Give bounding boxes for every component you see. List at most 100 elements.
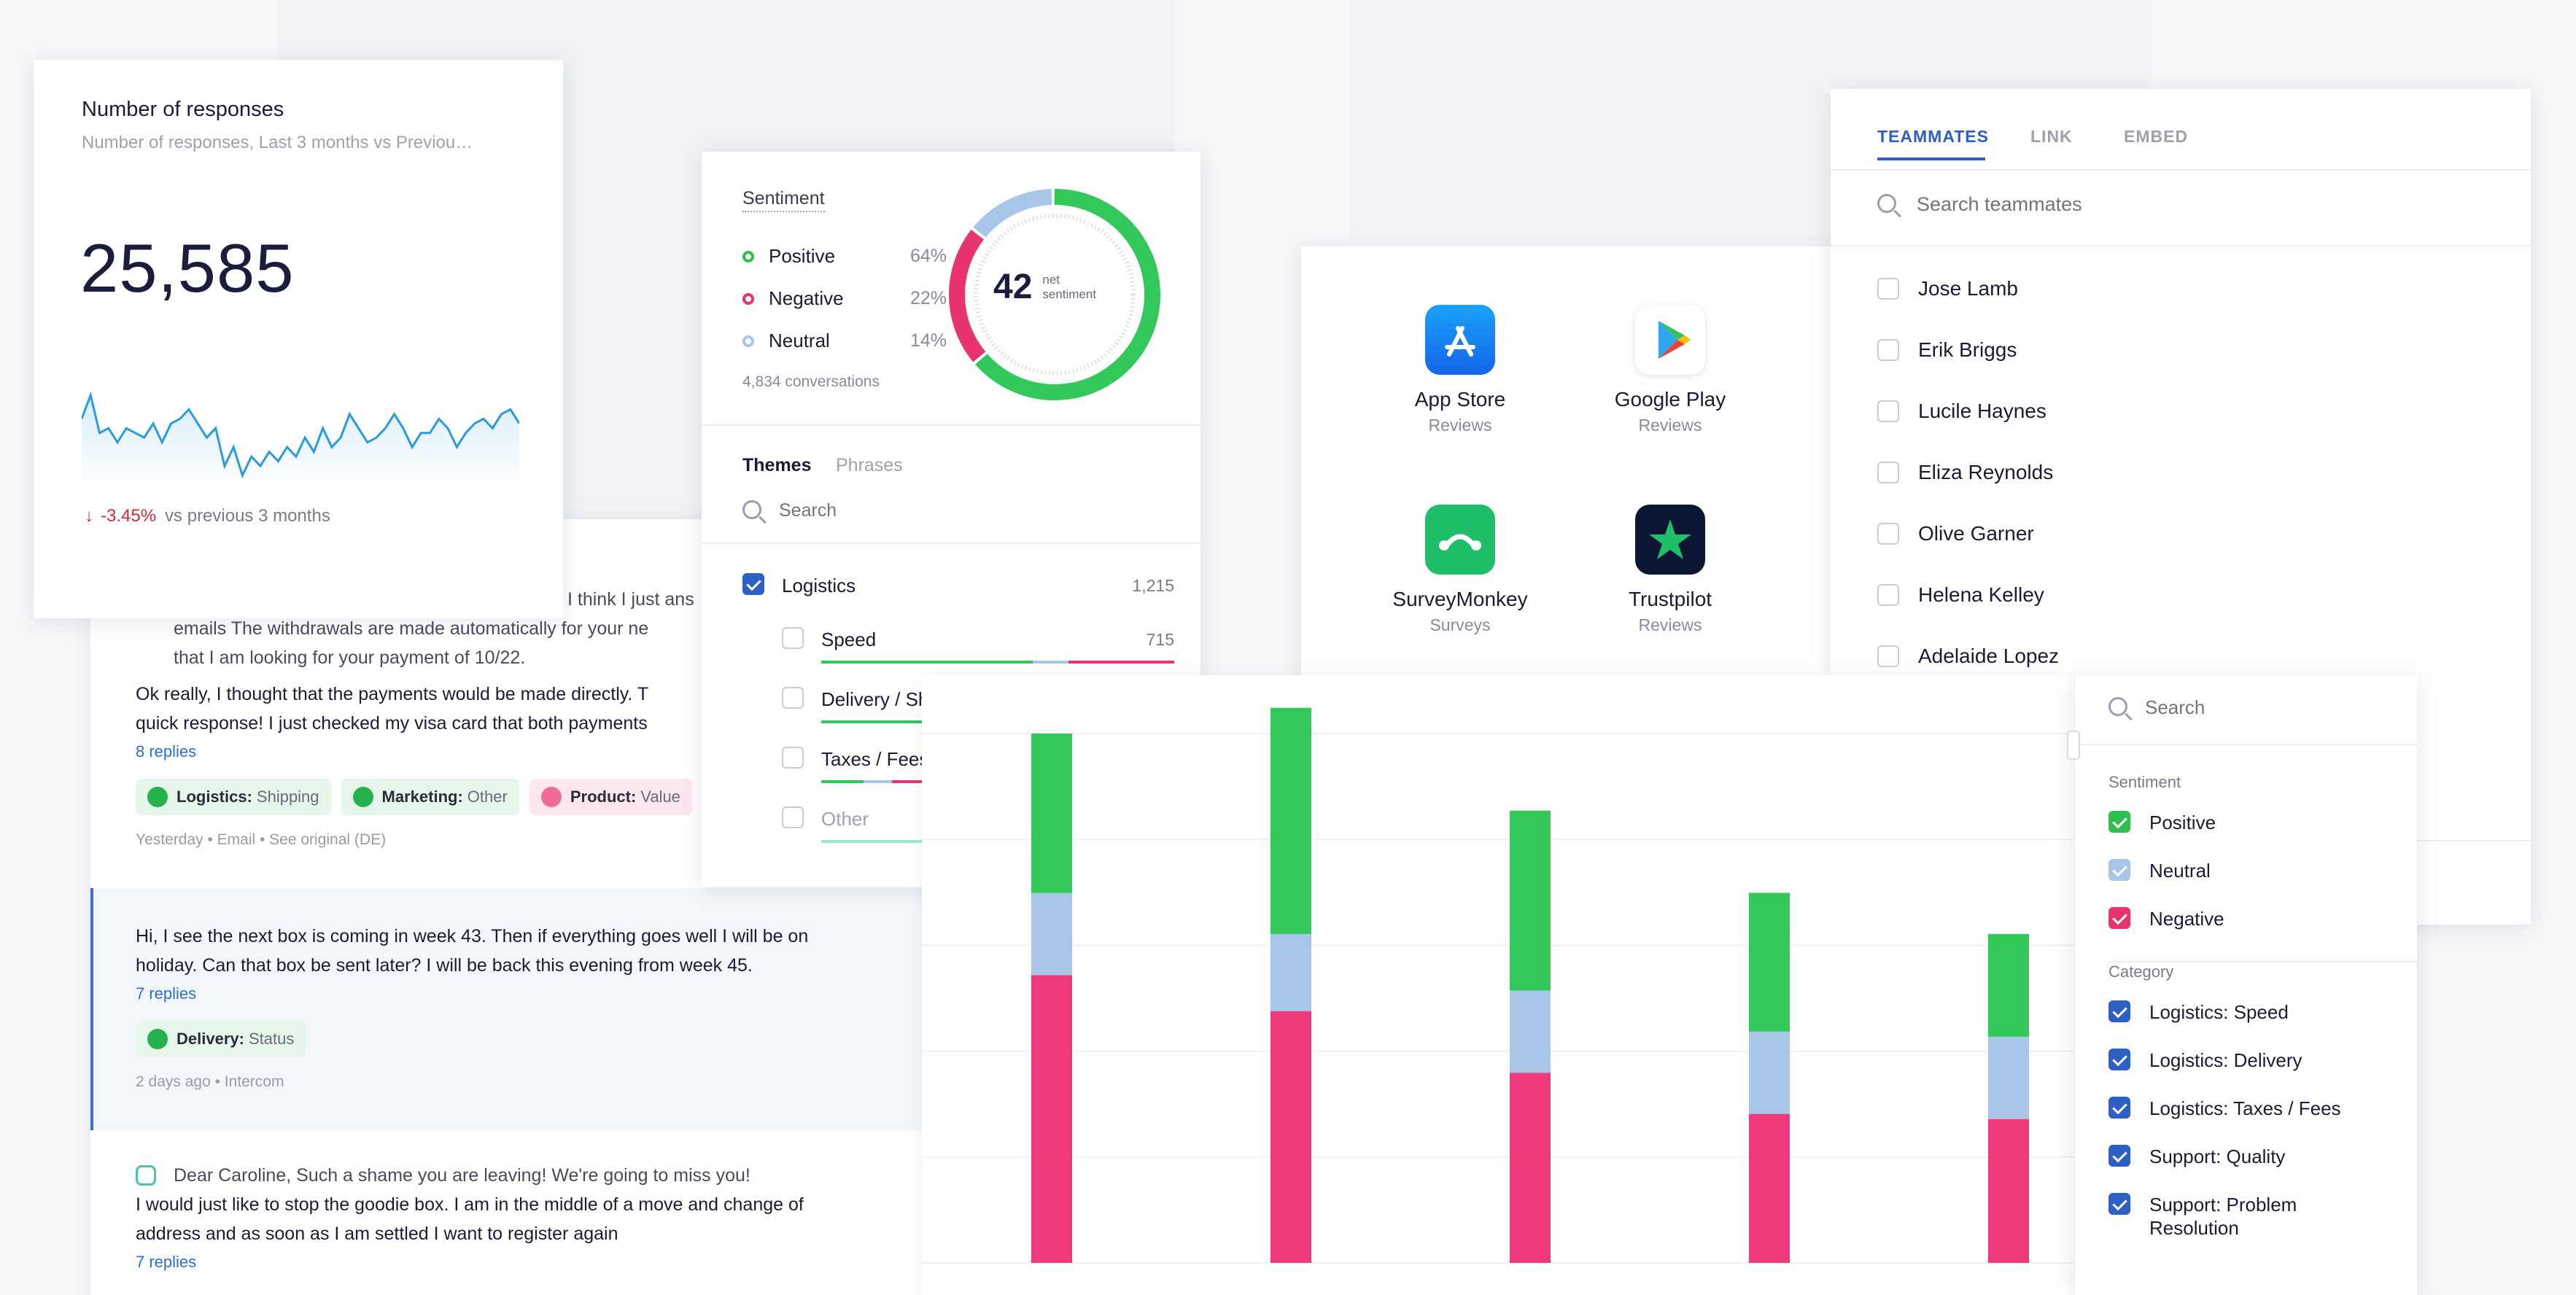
checkbox-checked[interactable] <box>2108 859 2130 881</box>
active-tab-indicator <box>1877 158 1985 160</box>
theme-row-logistics[interactable]: Logistics 1,215 <box>742 566 1174 610</box>
theme-label: Speed <box>821 629 877 650</box>
tab-phrases[interactable]: Phrases <box>836 455 903 475</box>
checkbox[interactable] <box>1877 339 1899 361</box>
replies-link[interactable]: 7 replies <box>136 1253 197 1271</box>
tag[interactable]: Marketing: Other <box>341 779 519 815</box>
tab-themes[interactable]: Themes <box>742 455 812 475</box>
checkbox[interactable] <box>1877 584 1899 606</box>
quote-text: emails The withdrawals are made automati… <box>174 618 649 639</box>
change-value: -3.45% <box>101 506 157 526</box>
checkbox[interactable] <box>1877 462 1899 483</box>
checkbox[interactable] <box>782 806 804 828</box>
checkbox-checked[interactable] <box>742 573 764 595</box>
legend-dot-icon <box>742 292 754 305</box>
message-text: address and as soon as I am settled I wa… <box>136 1224 618 1244</box>
filter-option[interactable]: Logistics: Taxes / Fees <box>2108 1097 2341 1120</box>
teammate-row[interactable]: Erik Briggs <box>1877 338 2017 362</box>
replies-link[interactable]: 7 replies <box>136 984 197 1003</box>
checkbox-checked[interactable] <box>2108 1049 2130 1070</box>
legend-dot-icon <box>742 250 754 262</box>
conversation-item[interactable]: I think I just ans emails The withdrawal… <box>90 585 922 849</box>
checkbox[interactable] <box>1877 523 1899 545</box>
search-icon <box>742 500 761 519</box>
positive-face-icon <box>147 1029 168 1049</box>
source-subtitle: Reviews <box>1638 615 1702 634</box>
filter-option[interactable]: Positive <box>2108 811 2216 834</box>
bar-segment <box>1270 1011 1311 1263</box>
teammate-row[interactable]: Adelaide Lopez <box>1877 645 2059 668</box>
tab-embed[interactable]: EMBED <box>2124 127 2189 146</box>
sentiment-donut-chart <box>949 189 1160 400</box>
responses-card: Number of responses Number of responses,… <box>34 60 563 618</box>
checkbox-checked[interactable] <box>2108 1145 2130 1167</box>
source-title: Trustpilot <box>1628 588 1712 610</box>
filter-panel: Sentiment Positive Neutral Negative Catego… <box>2074 675 2418 1295</box>
tag[interactable]: Product: Value <box>529 779 692 815</box>
source-title: SurveyMonkey <box>1392 588 1528 610</box>
bar-segment-neu <box>1033 661 1068 664</box>
source-title: Google Play <box>1614 388 1726 411</box>
checkbox[interactable] <box>782 687 804 709</box>
donut-segment-neutral <box>973 189 1052 238</box>
source-app-store[interactable]: App Store Reviews <box>1373 305 1548 435</box>
tab-teammates[interactable]: TEAMMATES <box>1877 127 1989 146</box>
checkbox[interactable] <box>1877 645 1899 667</box>
donut-inner-ring <box>974 214 1136 376</box>
bar-segment <box>1510 990 1551 1073</box>
checkbox[interactable] <box>1877 400 1899 422</box>
filter-option[interactable]: Logistics: Delivery <box>2108 1049 2303 1072</box>
sentiment-legend-negative: Negative 22% <box>742 287 947 310</box>
bar-segment <box>1749 892 1790 1032</box>
net-label: net <box>1042 272 1060 287</box>
checkbox-checked[interactable] <box>2108 907 2130 929</box>
theme-search-input[interactable] <box>779 494 1144 526</box>
checkbox-checked[interactable] <box>2108 1000 2130 1022</box>
conversation-item-selected[interactable]: Hi, I see the next box is coming in week… <box>90 888 922 1130</box>
theme-label: Other <box>821 808 869 830</box>
teammate-name: Helena Kelley <box>1918 583 2044 606</box>
arrow-down-icon: ↓ <box>85 506 93 526</box>
conversation-meta: Yesterday • Email • See original (DE) <box>136 831 387 848</box>
theme-count: 1,215 <box>1132 576 1174 595</box>
quote-text: Dear Caroline, Such a shame you are leav… <box>174 1165 750 1186</box>
source-trustpilot[interactable]: Trustpilot Reviews <box>1583 505 1758 635</box>
teammate-row[interactable]: Jose Lamb <box>1877 277 2018 300</box>
filter-option[interactable]: Logistics: Speed <box>2108 1000 2289 1024</box>
theme-row[interactable]: Speed 715 <box>782 626 1174 669</box>
teammate-row[interactable]: Olive Garner <box>1877 522 2034 545</box>
teammate-search-input[interactable] <box>1917 188 2471 220</box>
checkbox[interactable] <box>782 747 804 769</box>
checkbox[interactable] <box>782 627 804 649</box>
teammate-name: Jose Lamb <box>1918 277 2018 300</box>
filter-option[interactable]: Neutral <box>2108 859 2211 882</box>
scroll-handle[interactable] <box>2067 731 2080 760</box>
filter-option[interactable]: Support: Quality <box>2108 1145 2285 1168</box>
checkbox-checked[interactable] <box>2108 1097 2130 1119</box>
source-surveymonkey[interactable]: SurveyMonkey Surveys <box>1373 505 1548 635</box>
checkbox-checked[interactable] <box>2108 811 2130 833</box>
conversation-item[interactable]: Dear Caroline, Such a shame you are leav… <box>90 1161 922 1272</box>
divider <box>702 424 1200 426</box>
bar-segment-neu <box>864 780 892 783</box>
tab-link[interactable]: LINK <box>2030 127 2073 146</box>
teammate-row[interactable]: Helena Kelley <box>1877 583 2044 607</box>
legend-dot-icon <box>742 335 754 347</box>
tag[interactable]: Logistics: Shipping <box>136 779 331 815</box>
replies-link[interactable]: 8 replies <box>136 742 197 761</box>
source-subtitle: Reviews <box>1428 416 1492 435</box>
net-label: sentiment <box>1042 287 1097 301</box>
checkbox-checked[interactable] <box>2108 1193 2130 1215</box>
responses-sparkline <box>82 391 519 490</box>
tag[interactable]: Delivery: Status <box>136 1021 306 1057</box>
filter-option[interactable]: Negative <box>2108 907 2224 930</box>
donut-segment-positive <box>975 189 1160 400</box>
checkbox[interactable] <box>1877 278 1899 300</box>
source-google-play[interactable]: Google Play Reviews <box>1583 305 1758 435</box>
message-text: I would just like to stop the goodie box… <box>136 1194 804 1215</box>
bar-segment <box>1749 1031 1790 1114</box>
teammate-row[interactable]: Lucile Haynes <box>1877 400 2047 423</box>
filter-option[interactable]: Support: Problem Resolution <box>2108 1193 2297 1240</box>
teammate-row[interactable]: Eliza Reynolds <box>1877 461 2053 484</box>
filter-search-input[interactable] <box>2145 691 2393 723</box>
